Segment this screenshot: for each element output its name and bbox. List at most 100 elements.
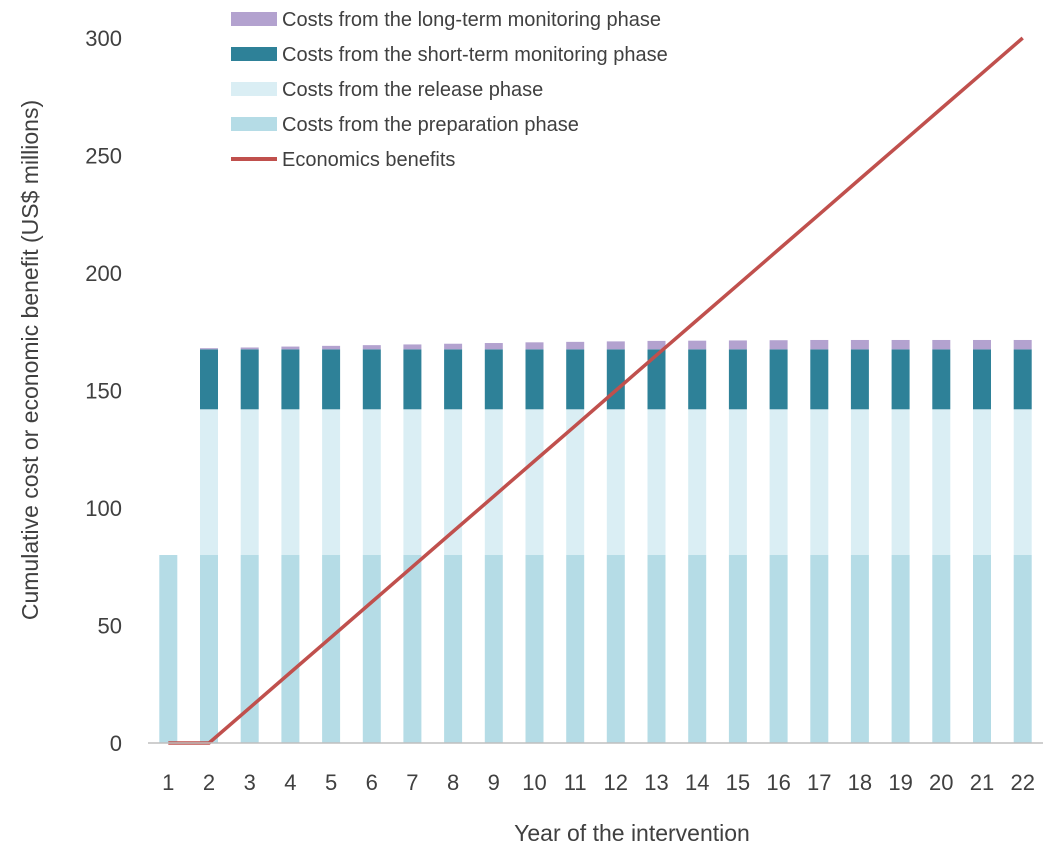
bar-costs-from-the-short-term-monitoring-phase-year-19 xyxy=(891,349,910,410)
legend-item-costs-from-the-short-term-monitoring-phase: Costs from the short-term monitoring pha… xyxy=(231,44,668,66)
bar-costs-from-the-preparation-phase-year-3 xyxy=(240,555,259,743)
y-tick-label: 250 xyxy=(85,144,122,169)
bar-costs-from-the-short-term-monitoring-phase-year-22 xyxy=(1013,349,1032,410)
bar-costs-from-the-release-phase-year-16 xyxy=(769,409,788,555)
x-tick-label: 16 xyxy=(766,770,790,795)
line-economics-benefits xyxy=(168,36,1024,745)
bar-costs-from-the-long-term-monitoring-phase-year-5 xyxy=(322,345,341,350)
x-tick-labels: 1 2 3 4 5 6 7 8 9 10 11 12 13 14 15 16 17 18 19 20 21 22 xyxy=(162,770,1035,795)
bar-costs-from-the-long-term-monitoring-phase-year-21 xyxy=(973,339,991,350)
bar-costs-from-the-preparation-phase-year-21 xyxy=(973,555,991,743)
x-tick-label: 17 xyxy=(807,770,831,795)
x-tick-label: 7 xyxy=(406,770,418,795)
y-tick-label: 200 xyxy=(85,261,122,286)
legend-swatch xyxy=(231,82,277,96)
y-tick-label: 0 xyxy=(110,731,122,756)
bar-costs-from-the-long-term-monitoring-phase-year-12 xyxy=(606,341,625,350)
x-tick-label: 21 xyxy=(970,770,994,795)
legend-item-costs-from-the-release-phase: Costs from the release phase xyxy=(231,79,543,101)
bar-costs-from-the-preparation-phase-year-20 xyxy=(932,555,951,743)
bar-costs-from-the-preparation-phase-year-18 xyxy=(850,555,869,743)
bar-costs-from-the-release-phase-year-20 xyxy=(932,409,951,555)
bar-costs-from-the-release-phase-year-3 xyxy=(240,409,259,555)
bar-costs-from-the-long-term-monitoring-phase-year-3 xyxy=(240,347,259,350)
legend-swatch xyxy=(231,12,277,26)
legend-label: Economics benefits xyxy=(282,149,455,171)
bar-costs-from-the-preparation-phase-year-19 xyxy=(891,555,910,743)
bar-costs-from-the-short-term-monitoring-phase-year-15 xyxy=(728,349,747,410)
bar-costs-from-the-release-phase-year-4 xyxy=(281,409,300,555)
x-tick-label: 12 xyxy=(604,770,628,795)
bar-costs-from-the-preparation-phase-year-11 xyxy=(566,555,585,743)
x-tick-label: 8 xyxy=(447,770,459,795)
bar-costs-from-the-short-term-monitoring-phase-year-3 xyxy=(240,349,259,410)
legend-item-costs-from-the-preparation-phase: Costs from the preparation phase xyxy=(231,114,579,136)
y-tick-labels: 0 50 100 150 200 250 300 xyxy=(85,26,122,756)
legend: Costs from the long-term monitoring phas… xyxy=(231,9,668,171)
bar-costs-from-the-preparation-phase-year-9 xyxy=(484,555,503,743)
legend-swatch xyxy=(231,117,277,131)
bar-costs-from-the-preparation-phase-year-8 xyxy=(444,555,463,743)
legend-label: Costs from the preparation phase xyxy=(282,114,579,136)
x-tick-label: 22 xyxy=(1010,770,1034,795)
bar-costs-from-the-long-term-monitoring-phase-year-13 xyxy=(647,340,666,350)
bar-costs-from-the-long-term-monitoring-phase-year-11 xyxy=(566,341,585,350)
bar-costs-from-the-release-phase-year-13 xyxy=(647,409,666,555)
x-tick-label: 15 xyxy=(726,770,750,795)
bar-costs-from-the-preparation-phase-year-1 xyxy=(159,555,178,743)
bar-costs-from-the-preparation-phase-year-13 xyxy=(647,555,666,743)
y-tick-label: 300 xyxy=(85,26,122,51)
bar-costs-from-the-short-term-monitoring-phase-year-10 xyxy=(525,349,544,410)
bar-costs-from-the-long-term-monitoring-phase-year-16 xyxy=(769,340,788,350)
bar-costs-from-the-long-term-monitoring-phase-year-2 xyxy=(200,348,218,350)
bar-costs-from-the-release-phase-year-10 xyxy=(525,409,544,555)
y-tick-label: 100 xyxy=(85,496,122,521)
bar-costs-from-the-short-term-monitoring-phase-year-20 xyxy=(932,349,951,410)
bar-costs-from-the-short-term-monitoring-phase-year-21 xyxy=(973,349,991,410)
legend-item-costs-from-the-long-term-monitoring-phase: Costs from the long-term monitoring phas… xyxy=(231,9,661,31)
bar-costs-from-the-release-phase-year-9 xyxy=(484,409,503,555)
bar-costs-from-the-release-phase-year-17 xyxy=(810,409,829,555)
bar-costs-from-the-long-term-monitoring-phase-year-6 xyxy=(362,345,381,350)
bar-costs-from-the-release-phase-year-19 xyxy=(891,409,910,555)
bar-costs-from-the-release-phase-year-8 xyxy=(444,409,463,555)
bar-costs-from-the-release-phase-year-18 xyxy=(850,409,869,555)
x-tick-label: 11 xyxy=(564,770,587,795)
bar-costs-from-the-long-term-monitoring-phase-year-22 xyxy=(1013,339,1032,350)
bar-costs-from-the-short-term-monitoring-phase-year-8 xyxy=(444,349,463,410)
bar-costs-from-the-short-term-monitoring-phase-year-17 xyxy=(810,349,829,410)
bar-costs-from-the-long-term-monitoring-phase-year-19 xyxy=(891,339,910,350)
y-tick-label: 50 xyxy=(98,614,122,639)
bar-costs-from-the-preparation-phase-year-5 xyxy=(322,555,341,743)
x-tick-label: 19 xyxy=(888,770,912,795)
bar-costs-from-the-preparation-phase-year-16 xyxy=(769,555,788,743)
bar-costs-from-the-long-term-monitoring-phase-year-7 xyxy=(403,344,422,350)
bar-costs-from-the-short-term-monitoring-phase-year-13 xyxy=(647,349,666,410)
bar-costs-from-the-short-term-monitoring-phase-year-18 xyxy=(850,349,869,410)
bar-costs-from-the-preparation-phase-year-4 xyxy=(281,555,300,743)
bar-costs-from-the-long-term-monitoring-phase-year-4 xyxy=(281,346,300,350)
legend-item-economics-benefits: Economics benefits xyxy=(231,149,455,171)
x-tick-label: 20 xyxy=(929,770,953,795)
x-tick-label: 13 xyxy=(644,770,668,795)
bar-costs-from-the-short-term-monitoring-phase-year-9 xyxy=(484,349,503,410)
bar-costs-from-the-preparation-phase-year-6 xyxy=(362,555,381,743)
x-axis-title: Year of the intervention xyxy=(514,820,750,846)
bar-costs-from-the-short-term-monitoring-phase-year-16 xyxy=(769,349,788,410)
bar-costs-from-the-short-term-monitoring-phase-year-2 xyxy=(200,349,218,410)
x-tick-label: 5 xyxy=(325,770,337,795)
bar-costs-from-the-release-phase-year-21 xyxy=(973,409,991,555)
bar-costs-from-the-preparation-phase-year-14 xyxy=(688,555,707,743)
bar-costs-from-the-preparation-phase-year-17 xyxy=(810,555,829,743)
x-tick-label: 3 xyxy=(244,770,256,795)
bar-costs-from-the-long-term-monitoring-phase-year-14 xyxy=(688,340,707,350)
bar-costs-from-the-release-phase-year-14 xyxy=(688,409,707,555)
bar-costs-from-the-preparation-phase-year-10 xyxy=(525,555,544,743)
bar-costs-from-the-long-term-monitoring-phase-year-17 xyxy=(810,339,829,350)
bar-costs-from-the-long-term-monitoring-phase-year-10 xyxy=(525,342,544,350)
x-tick-label: 4 xyxy=(284,770,296,795)
bar-costs-from-the-short-term-monitoring-phase-year-5 xyxy=(322,349,341,410)
x-tick-label: 2 xyxy=(203,770,215,795)
bar-costs-from-the-long-term-monitoring-phase-year-9 xyxy=(484,343,503,350)
bar-costs-from-the-release-phase-year-2 xyxy=(200,409,218,555)
